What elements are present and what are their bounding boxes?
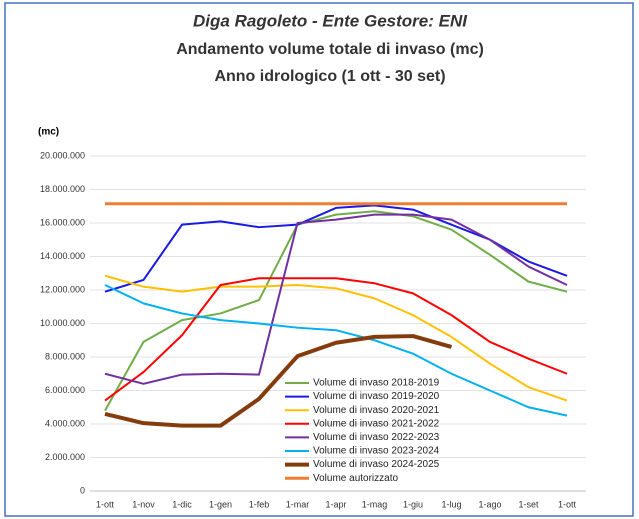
x-tick-label: 1-lug [441,499,461,509]
x-tick-label: 1-nov [132,499,155,509]
x-tick-label: 1-ago [478,499,501,509]
series-line [104,274,568,402]
x-tick-label: 1-ott [558,499,577,509]
x-tick-label: 1-ott [96,499,115,509]
x-tick-label: 1-dic [172,499,192,509]
x-tick-label: 1-apr [325,499,346,509]
y-tick-label: 8.000.000 [45,351,85,361]
y-tick-label: 18.000.000 [40,184,85,194]
chart-subtitle: Anno idrologico (1 ott - 30 set) [214,68,445,85]
legend-label: Volume di invaso 2018-2019 [313,378,440,389]
series-line [104,334,453,428]
x-tick-label: 1-mar [286,499,310,509]
y-tick-label: 12.000.000 [40,284,85,294]
legend-label: Volume di invaso 2020-2021 [313,405,440,416]
x-tick-label: 1-giu [403,499,423,509]
y-tick-label: 20.000.000 [40,150,85,160]
legend-label: Volume di invaso 2024-2025 [313,459,440,470]
y-tick-label: 10.000.000 [40,318,85,328]
y-tick-label: 14.000.000 [40,251,85,261]
series-line [104,277,568,402]
legend-label: Volume autorizzato [313,473,398,484]
chart-frame [4,2,634,517]
y-axis-label: (mc) [38,127,59,138]
legend-label: Volume di invaso 2019-2020 [313,391,440,402]
series-line [104,213,568,385]
y-tick-label: 4.000.000 [45,418,85,428]
series-line [104,210,568,412]
x-tick-label: 1-mag [362,499,388,509]
x-tick-label: 1-feb [249,499,270,509]
chart-subtitle: Andamento volume totale di invaso (mc) [176,41,484,58]
y-tick-label: 2.000.000 [45,452,85,462]
y-tick-label: 0 [80,485,85,495]
legend-label: Volume di invaso 2021-2022 [313,418,440,429]
legend-label: Volume di invaso 2022-2023 [313,432,440,443]
x-tick-label: 1-gen [209,499,232,509]
x-tick-label: 1-set [518,499,539,509]
y-tick-label: 6.000.000 [45,385,85,395]
y-tick-label: 16.000.000 [40,217,85,227]
chart-title: Diga Ragoleto - Ente Gestore: ENI [193,11,468,30]
legend-label: Volume di invaso 2023-2024 [313,446,440,457]
series-line [104,284,568,417]
